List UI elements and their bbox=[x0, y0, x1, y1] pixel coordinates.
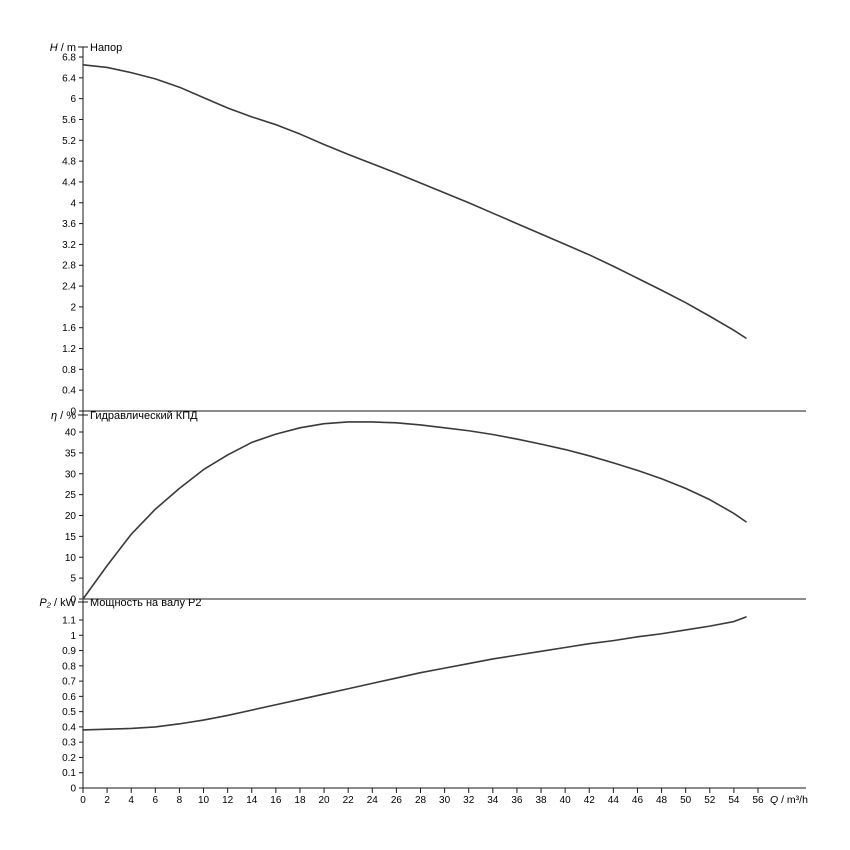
x-tick-label: 2 bbox=[104, 795, 110, 806]
y-tick-label: 0 bbox=[70, 407, 76, 418]
y-tick-label: 4 bbox=[70, 198, 76, 209]
y-tick-label: 0.6 bbox=[62, 692, 76, 703]
x-tick-label: 6 bbox=[153, 795, 159, 806]
y-tick-label: 1.2 bbox=[62, 344, 76, 355]
x-tick-label: 40 bbox=[560, 795, 572, 806]
y-axis-unit-label: H / m bbox=[50, 42, 76, 54]
y-tick-label: 25 bbox=[65, 490, 77, 501]
y-tick-label: 30 bbox=[65, 469, 77, 480]
y-tick-label: 15 bbox=[65, 532, 77, 543]
x-tick-label: 0 bbox=[80, 795, 86, 806]
x-tick-label: 18 bbox=[294, 795, 306, 806]
efficiency-curve bbox=[82, 421, 747, 600]
x-tick-label: 44 bbox=[608, 795, 620, 806]
panel-title: Гидравлический КПД bbox=[90, 410, 198, 422]
y-tick-label: 0.2 bbox=[62, 753, 76, 764]
y-tick-label: 1.1 bbox=[62, 616, 76, 627]
y-tick-label: 1 bbox=[70, 631, 76, 642]
y-tick-label: 1.6 bbox=[62, 323, 76, 334]
x-tick-label: 34 bbox=[487, 795, 499, 806]
y-tick-label: 6.4 bbox=[62, 73, 76, 84]
y-tick-label: 4.4 bbox=[62, 177, 76, 188]
x-tick-label: 54 bbox=[728, 795, 740, 806]
y-tick-label: 2.8 bbox=[62, 261, 76, 272]
x-tick-label: 56 bbox=[752, 795, 764, 806]
x-tick-label: 24 bbox=[367, 795, 379, 806]
y-tick-label: 6.8 bbox=[62, 53, 76, 64]
x-tick-label: 28 bbox=[415, 795, 427, 806]
x-tick-label: 32 bbox=[463, 795, 475, 806]
x-tick-label: 48 bbox=[656, 795, 668, 806]
power-panel: 0 0.1 0.2 0.3 0.4 0.5 0.6 0.7 0.8 0.9 1 1.1 Мощность… bbox=[39, 597, 806, 795]
y-tick-label: 0.8 bbox=[62, 365, 76, 376]
y-tick-label: 0.8 bbox=[62, 661, 76, 672]
y-tick-label: 0.7 bbox=[62, 677, 76, 688]
x-tick-label: 50 bbox=[680, 795, 692, 806]
efficiency-panel: 0 5 10 15 20 25 30 35 40 Гидравлический КПД η / % bbox=[51, 410, 806, 606]
x-tick-label: 16 bbox=[270, 795, 282, 806]
y-tick-label: 0 bbox=[70, 784, 76, 795]
x-tick-label: 4 bbox=[128, 795, 134, 806]
power-curve bbox=[82, 616, 747, 731]
head-panel: 0 0.4 0.8 1.2 1.6 2 2.4 2.8 3.2 3.6 4 4.4 4.8 5.2 5.6 6… bbox=[50, 42, 806, 418]
head-curve bbox=[82, 64, 747, 339]
x-tick-label: 20 bbox=[319, 795, 331, 806]
y-tick-label: 4.8 bbox=[62, 157, 76, 168]
x-tick-label: 22 bbox=[343, 795, 355, 806]
y-tick-label: 6 bbox=[70, 94, 76, 105]
y-tick-label: 2 bbox=[70, 302, 76, 313]
y-tick-label: 3.2 bbox=[62, 240, 76, 251]
y-axis-unit-label: P₂ / kW bbox=[39, 597, 76, 609]
y-tick-label: 0.5 bbox=[62, 707, 76, 718]
y-tick-label: 2.4 bbox=[62, 282, 76, 293]
y-tick-label: 20 bbox=[65, 511, 77, 522]
y-tick-label: 40 bbox=[65, 428, 77, 439]
y-axis-unit-label: η / % bbox=[51, 410, 76, 422]
y-tick-label: 3.6 bbox=[62, 219, 76, 230]
x-tick-label: 14 bbox=[246, 795, 258, 806]
x-axis-label: Q / m³/h bbox=[770, 794, 808, 806]
y-tick-label: 0.4 bbox=[62, 386, 76, 397]
y-tick-label: 35 bbox=[65, 448, 77, 459]
y-tick-label: 0.9 bbox=[62, 646, 76, 657]
x-tick-label: 36 bbox=[511, 795, 523, 806]
x-tick-label: 42 bbox=[584, 795, 596, 806]
x-tick-label: 8 bbox=[177, 795, 183, 806]
panel-title: Напор bbox=[90, 42, 122, 54]
x-tick-label: 52 bbox=[704, 795, 716, 806]
y-tick-label: 0 bbox=[70, 595, 76, 606]
y-tick-label: 0.3 bbox=[62, 738, 76, 749]
y-tick-label: 0.1 bbox=[62, 768, 76, 779]
y-tick-label: 5 bbox=[70, 574, 76, 585]
y-tick-label: 5.6 bbox=[62, 115, 76, 126]
y-tick-label: 0.4 bbox=[62, 722, 76, 733]
x-tick-label: 46 bbox=[632, 795, 644, 806]
x-tick-label: 38 bbox=[535, 795, 547, 806]
y-tick-label: 10 bbox=[65, 553, 77, 564]
y-tick-label: 5.2 bbox=[62, 136, 76, 147]
panel-title: Мощность на валу P2 bbox=[90, 597, 202, 609]
x-tick-label: 12 bbox=[222, 795, 234, 806]
x-tick-label: 10 bbox=[198, 795, 210, 806]
x-tick-label: 30 bbox=[439, 795, 451, 806]
x-tick-label: 26 bbox=[391, 795, 403, 806]
x-axis: 0 2 4 6 8 10 12 14 16 18 20 22 24 26 28 30 32 34 36 38 40 42 4… bbox=[80, 788, 808, 806]
